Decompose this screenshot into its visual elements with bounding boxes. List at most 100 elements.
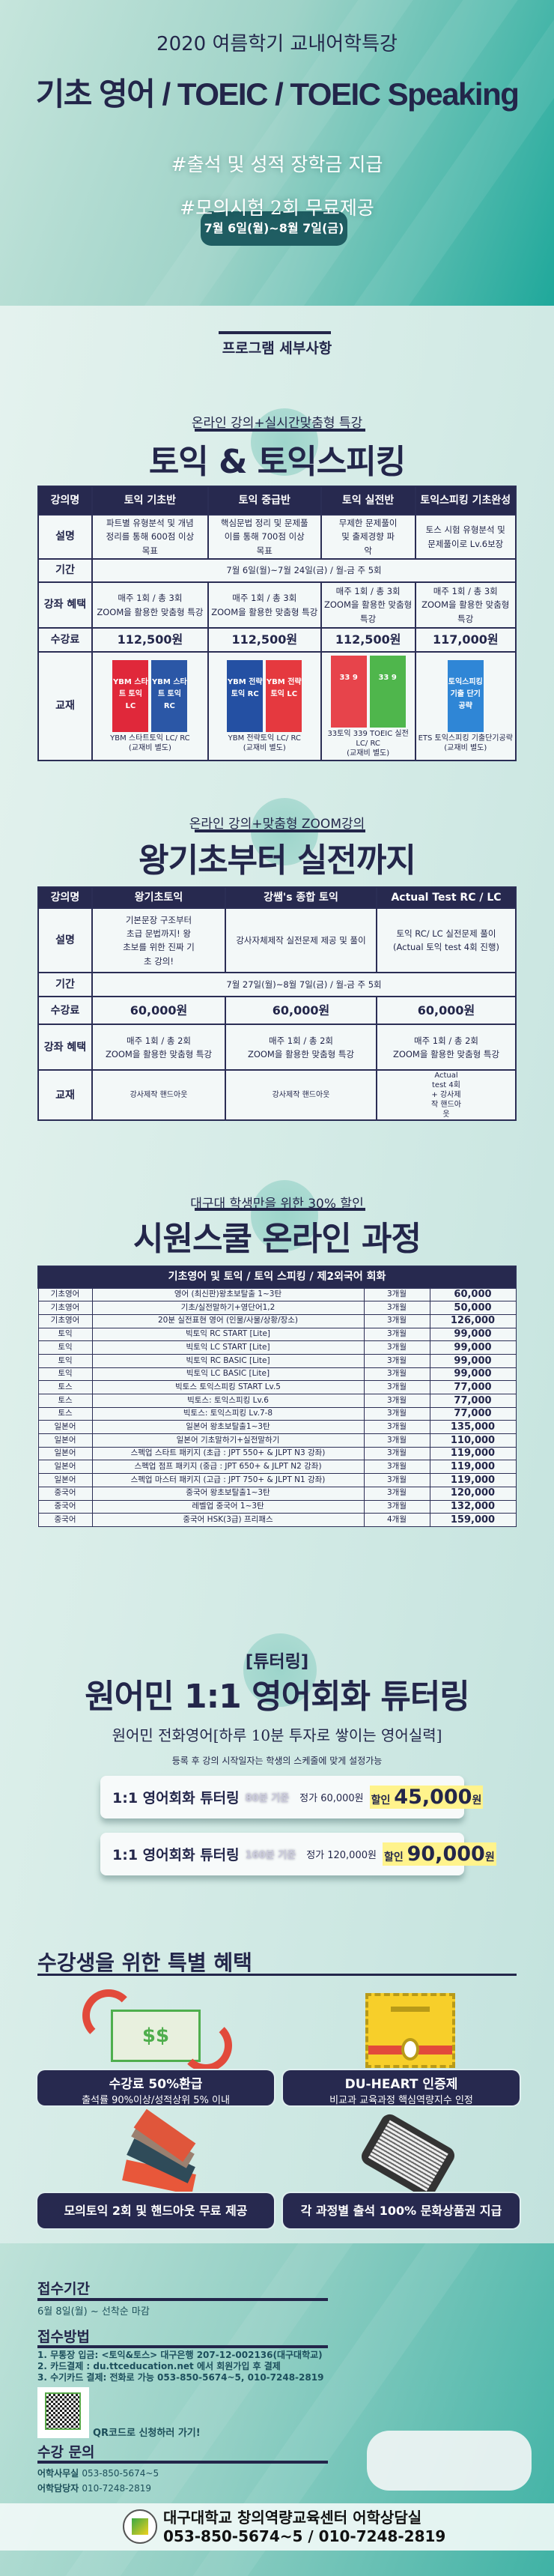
qr-link-text[interactable]: QR코드로 신청하러 가기! — [93, 2428, 201, 2439]
course-desc: 강사자체제작 실전문제 제공 및 풀이 — [225, 907, 377, 974]
table-row: 기초영어 기초/실전말하기+영단어1,2 3개월 50,000 — [37, 1301, 517, 1315]
tutoring-plan-card[interactable]: 1:1 영어회화 튜터링 80분 기준 정가 60,000원 할인 45,000원 — [100, 1776, 484, 1818]
benefit-gift-card: 각 과정별 출석 100% 문화상품권 지급 — [283, 2193, 520, 2228]
stationery-illustration — [367, 2431, 532, 2491]
siwonschool-course-table: 기초영어 및 토익 / 토익 스피킹 / 제2외국어 회화 기초영어 영어 (최신… — [37, 1266, 517, 1527]
section2-title: 왕기초부터 실전까지 — [138, 841, 416, 880]
divider — [195, 829, 365, 832]
cell-duration: 3개월 — [363, 1486, 430, 1501]
method-item: 2. 카드결제 : du.ttceducation.net 에서 회원가입 후 … — [37, 2361, 281, 2371]
cell-duration: 3개월 — [363, 1406, 430, 1421]
cell-category: 토스 — [37, 1406, 93, 1421]
table-row: 일본어 스펙업 마스터 패키지 (고급 : JPT 750+ & JLPT N1 … — [37, 1473, 517, 1487]
textbook-cell: 33 9 33 9 33토익 339 TOEIC 실전 LC/ RC (교재비 별도) — [320, 650, 416, 761]
cell-title: 빅토익 RC BASIC [Lite] — [91, 1353, 365, 1368]
cell-category: 토익 — [37, 1340, 93, 1355]
divider — [37, 2345, 328, 2348]
cell-category: 일본어 — [37, 1473, 93, 1487]
benefit-count: 매주 1회 / 총 3회 — [433, 586, 498, 596]
textbook: Actual test 4회 + 강사제작 핸드아웃 — [376, 1069, 517, 1122]
textbook: 33토익 339 TOEIC 실전 LC/ RC — [327, 729, 409, 748]
table-row: 토익 빅토익 LC START [Lite] 3개월 99,000 — [37, 1340, 517, 1355]
divider — [219, 331, 331, 334]
decor-circle — [251, 408, 318, 476]
cell-duration: 3개월 — [363, 1460, 430, 1475]
cell-title: 빅토스 토익스피킹 START Lv.5 — [91, 1380, 365, 1394]
textbook-note: (교재비 별도) — [243, 744, 286, 753]
course-desc: 기본문장 구조부터 초급 문법까지! 왕초보를 위한 진짜 기초 강의! — [91, 907, 226, 974]
tutoring-note: 등록 후 강의 시작일자는 학생의 스케줄에 맞게 설정가능 — [171, 1756, 383, 1766]
divider — [195, 1208, 365, 1211]
cell-duration: 3개월 — [363, 1446, 430, 1461]
cell-price: 110,000 — [429, 1433, 517, 1448]
divider — [37, 2461, 328, 2464]
cell-title: 중국어 왕초보탈출1~3탄 — [91, 1486, 365, 1501]
course-fee: 112,500원 — [207, 627, 322, 653]
cell-title: 빅토스: 토익스피킹 Lv.6 — [91, 1394, 365, 1408]
cell-category: 기초영어 — [37, 1301, 93, 1315]
benefit-du-heart: DU-HEART 인증제 비교과 교육과정 핵심역량지수 인정 — [283, 2070, 520, 2106]
contact-heading: 수강 문의 — [37, 2444, 95, 2461]
benefit-desc: ZOOM을 활용한 맞춤형 특강 — [105, 1048, 213, 1059]
table-row: 일본어 일본어 왕초보탈출1~3탄 3개월 135,000 — [37, 1420, 517, 1435]
cell-title: 20분 실전표현 영어 (인물/사물/상황/장소) — [91, 1313, 365, 1328]
qr-code[interactable] — [37, 2387, 89, 2438]
section1-title: 토익 & 토익스피킹 — [148, 443, 406, 481]
row-label: 강좌 혜택 — [37, 581, 93, 629]
tutoring-plan-card[interactable]: 1:1 영어회화 튜터링 160분 기준 정가 120,000원 할인 90,000… — [100, 1833, 496, 1875]
course-period: 7월 6일(월)~7월 24일(금) / 월-금 주 5회 — [91, 558, 517, 583]
section3-title: 시원스쿨 온라인 과정 — [133, 1220, 421, 1258]
row-label: 수강료 — [37, 996, 93, 1026]
textbook-cell: 토익스피킹 기출 단기공략 ETS 토익스피킹 기출단기공략 (교재비 별도) — [414, 650, 517, 761]
row-label: 설명 — [37, 514, 93, 560]
book-cover-image: 토익스피킹 기출 단기공략 — [447, 660, 484, 733]
table-row: 토스 빅토스 토익스피킹 START Lv.5 3개월 77,000 — [37, 1380, 517, 1394]
course-name: 토익스피킹 기초완성 — [414, 486, 517, 515]
textbook-cell: YBM 전략토익 RCYBM 전략토익 LC YBM 전략토익 LC/ RC (교재… — [207, 650, 322, 761]
benefits-title: 수강생을 위한 특별 혜택 — [37, 1950, 252, 1975]
method-item: 1. 무통장 입금: <토익&토스> 대구은행 207-12-002136(대구… — [37, 2350, 323, 2360]
col-header: 강의명 — [37, 886, 93, 910]
course-name: 토익 실전반 — [320, 486, 416, 515]
course-desc: 핵심문법 정리 및 문제풀이를 통해 700점 이상 목표 — [207, 514, 322, 560]
cell-title: 스펙업 마스터 패키지 (고급 : JPT 750+ & JLPT N1 강좌) — [91, 1473, 365, 1487]
cell-title: 빅토익 RC START [Lite] — [91, 1327, 365, 1342]
books-icon — [122, 2108, 198, 2195]
benefit-desc: ZOOM을 활용한 맞춤형 특강 — [392, 1048, 500, 1059]
plan-basis: 160분 기준 — [245, 1850, 296, 1861]
divider — [37, 2298, 328, 2301]
textbook: 강사제작 핸드아웃 — [91, 1069, 226, 1122]
cell-price: 159,000 — [429, 1513, 517, 1527]
cell-duration: 3개월 — [363, 1313, 430, 1328]
row-label: 기간 — [37, 972, 93, 998]
period-heading: 접수기간 — [37, 2281, 90, 2297]
course-fee: 60,000원 — [91, 996, 226, 1026]
contact-band: 대구대학교 창의역량교육센터 어학상담실 053-850-5674~5 / 010… — [0, 2503, 554, 2551]
cell-duration: 3개월 — [363, 1353, 430, 1368]
table-row: 중국어 레벨업 중국어 1~3탄 3개월 132,000 — [37, 1499, 517, 1514]
benefit-count: 매주 1회 / 총 2회 — [413, 1035, 479, 1046]
cell-duration: 3개월 — [363, 1433, 430, 1448]
cell-title: 레벨업 중국어 1~3탄 — [91, 1499, 365, 1514]
course-fee: 117,000원 — [414, 627, 517, 653]
book-cover-image: YBM 전략토익 LC — [266, 660, 302, 733]
method-heading: 접수방법 — [37, 2329, 90, 2345]
course-fee: 60,000원 — [376, 996, 517, 1026]
cell-title: 빅토스: 토익스피킹 Lv.7-8 — [91, 1406, 365, 1421]
table-row: 토익 빅토익 RC START [Lite] 3개월 99,000 — [37, 1327, 517, 1342]
benefit-count: 매주 1회 / 총 2회 — [268, 1035, 334, 1046]
benefit-desc: ZOOM을 활용한 맞춤형 특강 — [247, 1048, 355, 1059]
hero-title: 기초 영어 / TOEIC / TOEIC Speaking — [35, 76, 520, 112]
row-label: 수강료 — [37, 627, 93, 653]
cell-price: 119,000 — [429, 1460, 517, 1475]
cell-category: 일본어 — [37, 1433, 93, 1448]
cell-title: 스펙업 점프 패키지 (중급 : JPT 650+ & JLPT N2 강좌) — [91, 1460, 365, 1475]
course-name: 강쌤's 종합 토익 — [225, 886, 377, 910]
course-name: 왕기초토익 — [91, 886, 226, 910]
cell-price: 77,000 — [429, 1380, 517, 1394]
plan-name: 1:1 영어회화 튜터링 — [112, 1847, 240, 1863]
cell-category: 토익 — [37, 1367, 93, 1382]
cell-title: 중국어 HSK(3급) 프리패스 — [91, 1513, 365, 1527]
cell-category: 중국어 — [37, 1486, 93, 1501]
textbook-note: (교재비 별도) — [347, 749, 390, 758]
